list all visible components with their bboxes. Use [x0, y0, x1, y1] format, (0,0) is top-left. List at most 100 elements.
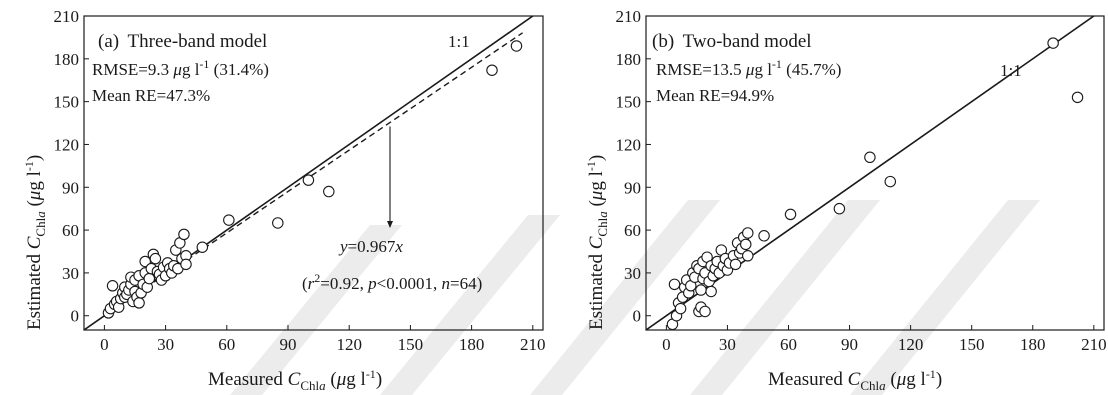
mean-re-text: Mean RE=47.3% — [92, 86, 210, 105]
fit-equation: y=0.967x — [338, 237, 403, 256]
data-point — [695, 284, 707, 296]
data-point — [668, 278, 681, 291]
x-tick-label: 0 — [100, 335, 109, 354]
watermark-stroke — [690, 200, 880, 395]
watermark-stroke — [850, 200, 1040, 395]
x-tick-label: 120 — [336, 335, 362, 354]
data-point — [180, 258, 192, 271]
data-point — [833, 202, 846, 215]
rmse-text: RMSE=13.5 μg l-1 (45.7%) — [656, 57, 841, 79]
x-tick-label: 60 — [780, 335, 797, 354]
rmse-percent: (45.7%) — [786, 60, 841, 79]
fit-p: 0.0001 — [386, 274, 433, 293]
rmse-value: 9.3 — [148, 60, 169, 79]
data-point — [864, 151, 876, 164]
x-tick-label: 90 — [841, 335, 858, 354]
y-tick-label: 30 — [62, 264, 79, 283]
data-point — [758, 230, 770, 242]
data-point — [739, 238, 752, 251]
rmse-text: RMSE=9.3 μg l-1 (31.4%) — [92, 57, 269, 79]
x-tick-label: 30 — [157, 335, 174, 354]
data-point — [742, 250, 754, 262]
data-point — [674, 302, 687, 315]
y-tick-label: 0 — [71, 307, 80, 326]
y-tick-label: 150 — [616, 93, 642, 112]
y-axis-title: Estimated CChla (μg l-1) — [584, 155, 610, 330]
chart-panel-a: 0 30 60 90 120 150 180 210 0 30 60 90 120 150 180 210 (… — [22, 7, 546, 393]
data-point — [272, 217, 284, 229]
data-point — [106, 280, 119, 292]
watermark — [230, 200, 1040, 395]
y-axis-title: Estimated CChla (μg l-1) — [22, 155, 48, 330]
x-tick-label: 60 — [218, 335, 235, 354]
data-point — [1071, 91, 1084, 104]
y-tick-label: 210 — [616, 7, 642, 26]
fit-arrow-head — [387, 221, 393, 228]
data-point — [699, 305, 711, 318]
mean-re-value: 47.3% — [166, 86, 210, 105]
y-tick-label: 90 — [624, 178, 641, 197]
mean-re-value: 94.9% — [730, 86, 774, 105]
y-tick-label: 60 — [624, 221, 641, 240]
data-point — [133, 297, 145, 309]
plot-border — [83, 15, 544, 331]
x-tick-label: 150 — [398, 335, 424, 354]
y-tick-label: 120 — [54, 135, 80, 154]
one-to-one-label: 1:1 — [1000, 61, 1022, 80]
data-point — [729, 258, 742, 271]
plot-border — [645, 15, 1105, 331]
panel-model: Three-band model — [128, 31, 268, 52]
x-tick-label: 210 — [520, 335, 546, 354]
mean-re-text: Mean RE=94.9% — [656, 86, 774, 105]
panel-title: (b) Two-band model — [652, 31, 812, 52]
y-tick-label: 60 — [62, 221, 79, 240]
chart-panel-b: 0 30 60 90 120 150 180 210 0 30 60 90 120 150 180 210 (… — [584, 7, 1107, 393]
data-point — [223, 214, 235, 226]
axis-ticks: 0 30 60 90 120 150 180 210 0 30 60 90 120 150 180 210 — [54, 7, 546, 354]
plot-frame — [83, 15, 544, 331]
data-point — [705, 285, 717, 298]
y-tick-label: 90 — [62, 178, 79, 197]
x-tick-label: 180 — [1020, 335, 1046, 354]
x-tick-label: 90 — [280, 335, 297, 354]
data-point — [742, 227, 754, 239]
x-tick-label: 210 — [1081, 335, 1107, 354]
rmse-value: 13.5 — [712, 60, 742, 79]
x-tick-label: 0 — [662, 335, 671, 354]
fit-slope: 0.967 — [357, 237, 396, 256]
axis-ticks: 0 30 60 90 120 150 180 210 0 30 60 90 120 150 180 210 — [616, 7, 1107, 354]
watermark-stroke — [530, 200, 720, 395]
rmse-percent: (31.4%) — [214, 60, 269, 79]
x-tick-label: 180 — [459, 335, 485, 354]
fit-statistics: (r2=0.92, p<0.0001, n=64) — [302, 271, 482, 293]
data-point — [323, 185, 335, 198]
x-axis-title: Measured CChla (μg l-1) — [208, 367, 382, 393]
data-point — [149, 252, 162, 265]
x-tick-label: 120 — [898, 335, 924, 354]
data-points — [666, 37, 1084, 331]
data-point — [510, 40, 523, 52]
data-points — [102, 40, 523, 319]
y-tick-label: 180 — [616, 50, 642, 69]
y-tick-label: 180 — [54, 50, 80, 69]
x-tick-label: 150 — [959, 335, 985, 354]
fit-n: 64 — [460, 274, 478, 293]
panel-label: (a) — [98, 31, 119, 52]
data-point — [196, 241, 209, 253]
plot-frame — [645, 15, 1105, 331]
watermark-stroke — [230, 225, 402, 395]
data-point — [784, 208, 797, 221]
one-to-one-label: 1:1 — [448, 32, 470, 51]
data-point — [486, 64, 498, 76]
fit-arrow — [387, 126, 393, 228]
data-point — [302, 174, 315, 186]
y-tick-label: 0 — [633, 307, 642, 326]
x-tick-label: 30 — [719, 335, 736, 354]
data-point — [1047, 37, 1059, 49]
fit-r2: 0.92 — [330, 274, 360, 293]
watermark-stroke — [380, 215, 560, 395]
y-tick-label: 120 — [616, 135, 642, 154]
panel-title: (a) Three-band model — [98, 31, 267, 52]
y-tick-label: 30 — [624, 264, 641, 283]
